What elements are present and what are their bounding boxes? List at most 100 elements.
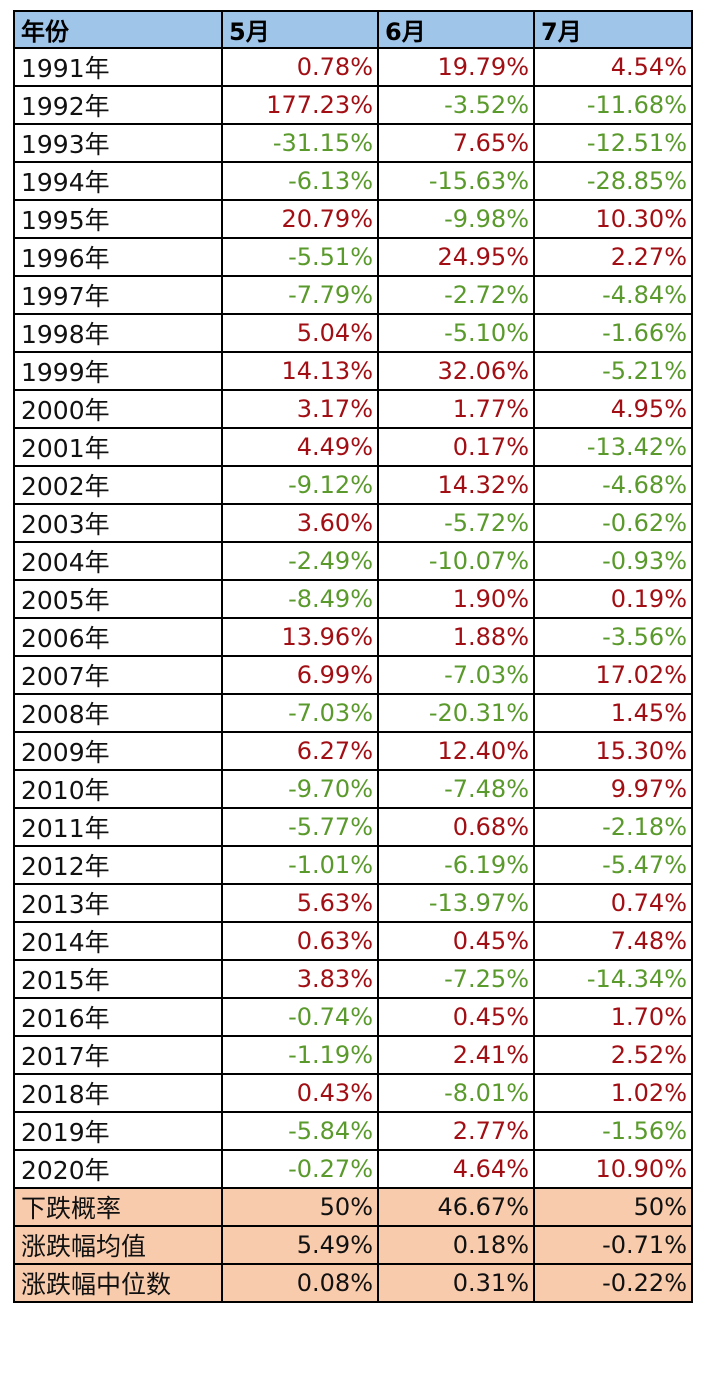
july-value-cell: 4.95% bbox=[533, 389, 693, 429]
table-row: 2006年 13.96% 1.88% -3.56% bbox=[13, 617, 693, 657]
june-summary-cell: 0.18% bbox=[377, 1225, 535, 1265]
year-cell: 2012年 bbox=[13, 845, 223, 885]
june-value-cell: 24.95% bbox=[377, 237, 535, 277]
summary-row: 涨跌幅均值 5.49% 0.18% -0.71% bbox=[13, 1225, 693, 1265]
year-cell: 1996年 bbox=[13, 237, 223, 277]
may-value-cell: 20.79% bbox=[221, 199, 379, 239]
year-cell: 1991年 bbox=[13, 47, 223, 87]
june-value-cell: 0.68% bbox=[377, 807, 535, 847]
summary-label-cell: 下跌概率 bbox=[13, 1187, 223, 1227]
table-row: 1995年 20.79% -9.98% 10.30% bbox=[13, 199, 693, 239]
july-value-cell: -4.84% bbox=[533, 275, 693, 315]
july-summary-cell: -0.22% bbox=[533, 1263, 693, 1303]
june-value-cell: 0.45% bbox=[377, 921, 535, 961]
july-value-cell: 2.27% bbox=[533, 237, 693, 277]
table-row: 2009年 6.27% 12.40% 15.30% bbox=[13, 731, 693, 771]
summary-label-cell: 涨跌幅中位数 bbox=[13, 1263, 223, 1303]
may-value-cell: 6.27% bbox=[221, 731, 379, 771]
may-value-cell: -1.19% bbox=[221, 1035, 379, 1075]
june-value-cell: 4.64% bbox=[377, 1149, 535, 1189]
june-value-cell: -7.25% bbox=[377, 959, 535, 999]
year-cell: 2006年 bbox=[13, 617, 223, 657]
may-value-cell: 177.23% bbox=[221, 85, 379, 125]
june-value-cell: -7.03% bbox=[377, 655, 535, 695]
july-value-cell: -1.56% bbox=[533, 1111, 693, 1151]
table-row: 1996年 -5.51% 24.95% 2.27% bbox=[13, 237, 693, 277]
year-cell: 2016年 bbox=[13, 997, 223, 1037]
year-cell: 2000年 bbox=[13, 389, 223, 429]
june-value-cell: 19.79% bbox=[377, 47, 535, 87]
year-cell: 1993年 bbox=[13, 123, 223, 163]
may-value-cell: -0.74% bbox=[221, 997, 379, 1037]
may-value-cell: 13.96% bbox=[221, 617, 379, 657]
june-value-cell: -2.72% bbox=[377, 275, 535, 315]
may-summary-cell: 0.08% bbox=[221, 1263, 379, 1303]
year-cell: 1999年 bbox=[13, 351, 223, 391]
may-value-cell: -1.01% bbox=[221, 845, 379, 885]
may-value-cell: 0.78% bbox=[221, 47, 379, 87]
june-value-cell: -8.01% bbox=[377, 1073, 535, 1113]
summary-row: 下跌概率 50% 46.67% 50% bbox=[13, 1187, 693, 1227]
may-value-cell: -31.15% bbox=[221, 123, 379, 163]
year-cell: 2019年 bbox=[13, 1111, 223, 1151]
year-cell: 2007年 bbox=[13, 655, 223, 695]
may-value-cell: 14.13% bbox=[221, 351, 379, 391]
table-row: 1993年 -31.15% 7.65% -12.51% bbox=[13, 123, 693, 163]
header-may: 5月 bbox=[221, 10, 379, 49]
year-cell: 2005年 bbox=[13, 579, 223, 619]
year-cell: 2009年 bbox=[13, 731, 223, 771]
july-value-cell: 4.54% bbox=[533, 47, 693, 87]
may-value-cell: -7.03% bbox=[221, 693, 379, 733]
may-value-cell: -9.70% bbox=[221, 769, 379, 809]
summary-row: 涨跌幅中位数 0.08% 0.31% -0.22% bbox=[13, 1263, 693, 1303]
july-value-cell: -3.56% bbox=[533, 617, 693, 657]
year-cell: 1995年 bbox=[13, 199, 223, 239]
june-summary-cell: 0.31% bbox=[377, 1263, 535, 1303]
june-value-cell: -20.31% bbox=[377, 693, 535, 733]
may-value-cell: -9.12% bbox=[221, 465, 379, 505]
june-value-cell: 1.90% bbox=[377, 579, 535, 619]
july-value-cell: 17.02% bbox=[533, 655, 693, 695]
table-row: 2005年 -8.49% 1.90% 0.19% bbox=[13, 579, 693, 619]
table-row: 2004年 -2.49% -10.07% -0.93% bbox=[13, 541, 693, 581]
table-header-row: 年份 5月 6月 7月 bbox=[13, 10, 693, 49]
june-value-cell: 32.06% bbox=[377, 351, 535, 391]
table-row: 1998年 5.04% -5.10% -1.66% bbox=[13, 313, 693, 353]
may-value-cell: 4.49% bbox=[221, 427, 379, 467]
june-value-cell: -15.63% bbox=[377, 161, 535, 201]
july-value-cell: 7.48% bbox=[533, 921, 693, 961]
may-value-cell: -5.84% bbox=[221, 1111, 379, 1151]
may-summary-cell: 5.49% bbox=[221, 1225, 379, 1265]
june-value-cell: 12.40% bbox=[377, 731, 535, 771]
year-cell: 2002年 bbox=[13, 465, 223, 505]
table-row: 2017年 -1.19% 2.41% 2.52% bbox=[13, 1035, 693, 1075]
may-value-cell: 3.17% bbox=[221, 389, 379, 429]
table-row: 2007年 6.99% -7.03% 17.02% bbox=[13, 655, 693, 695]
july-summary-cell: 50% bbox=[533, 1187, 693, 1227]
july-value-cell: 10.30% bbox=[533, 199, 693, 239]
july-value-cell: -4.68% bbox=[533, 465, 693, 505]
year-cell: 2020年 bbox=[13, 1149, 223, 1189]
july-value-cell: -11.68% bbox=[533, 85, 693, 125]
may-value-cell: -0.27% bbox=[221, 1149, 379, 1189]
table-row: 1992年 177.23% -3.52% -11.68% bbox=[13, 85, 693, 125]
june-value-cell: -3.52% bbox=[377, 85, 535, 125]
july-value-cell: 1.70% bbox=[533, 997, 693, 1037]
table-row: 1997年 -7.79% -2.72% -4.84% bbox=[13, 275, 693, 315]
july-value-cell: 1.02% bbox=[533, 1073, 693, 1113]
monthly-returns-table: 年份 5月 6月 7月 1991年 0.78% 19.79% 4.54% 1992年 17… bbox=[13, 10, 693, 1303]
table-row: 1999年 14.13% 32.06% -5.21% bbox=[13, 351, 693, 391]
year-cell: 2018年 bbox=[13, 1073, 223, 1113]
table-row: 1991年 0.78% 19.79% 4.54% bbox=[13, 47, 693, 87]
summary-label-cell: 涨跌幅均值 bbox=[13, 1225, 223, 1265]
year-cell: 2017年 bbox=[13, 1035, 223, 1075]
may-value-cell: 0.63% bbox=[221, 921, 379, 961]
july-value-cell: 2.52% bbox=[533, 1035, 693, 1075]
may-value-cell: -8.49% bbox=[221, 579, 379, 619]
year-cell: 2003年 bbox=[13, 503, 223, 543]
june-value-cell: -13.97% bbox=[377, 883, 535, 923]
june-value-cell: 1.77% bbox=[377, 389, 535, 429]
table-row: 2018年 0.43% -8.01% 1.02% bbox=[13, 1073, 693, 1113]
table-row: 2010年 -9.70% -7.48% 9.97% bbox=[13, 769, 693, 809]
june-value-cell: -7.48% bbox=[377, 769, 535, 809]
